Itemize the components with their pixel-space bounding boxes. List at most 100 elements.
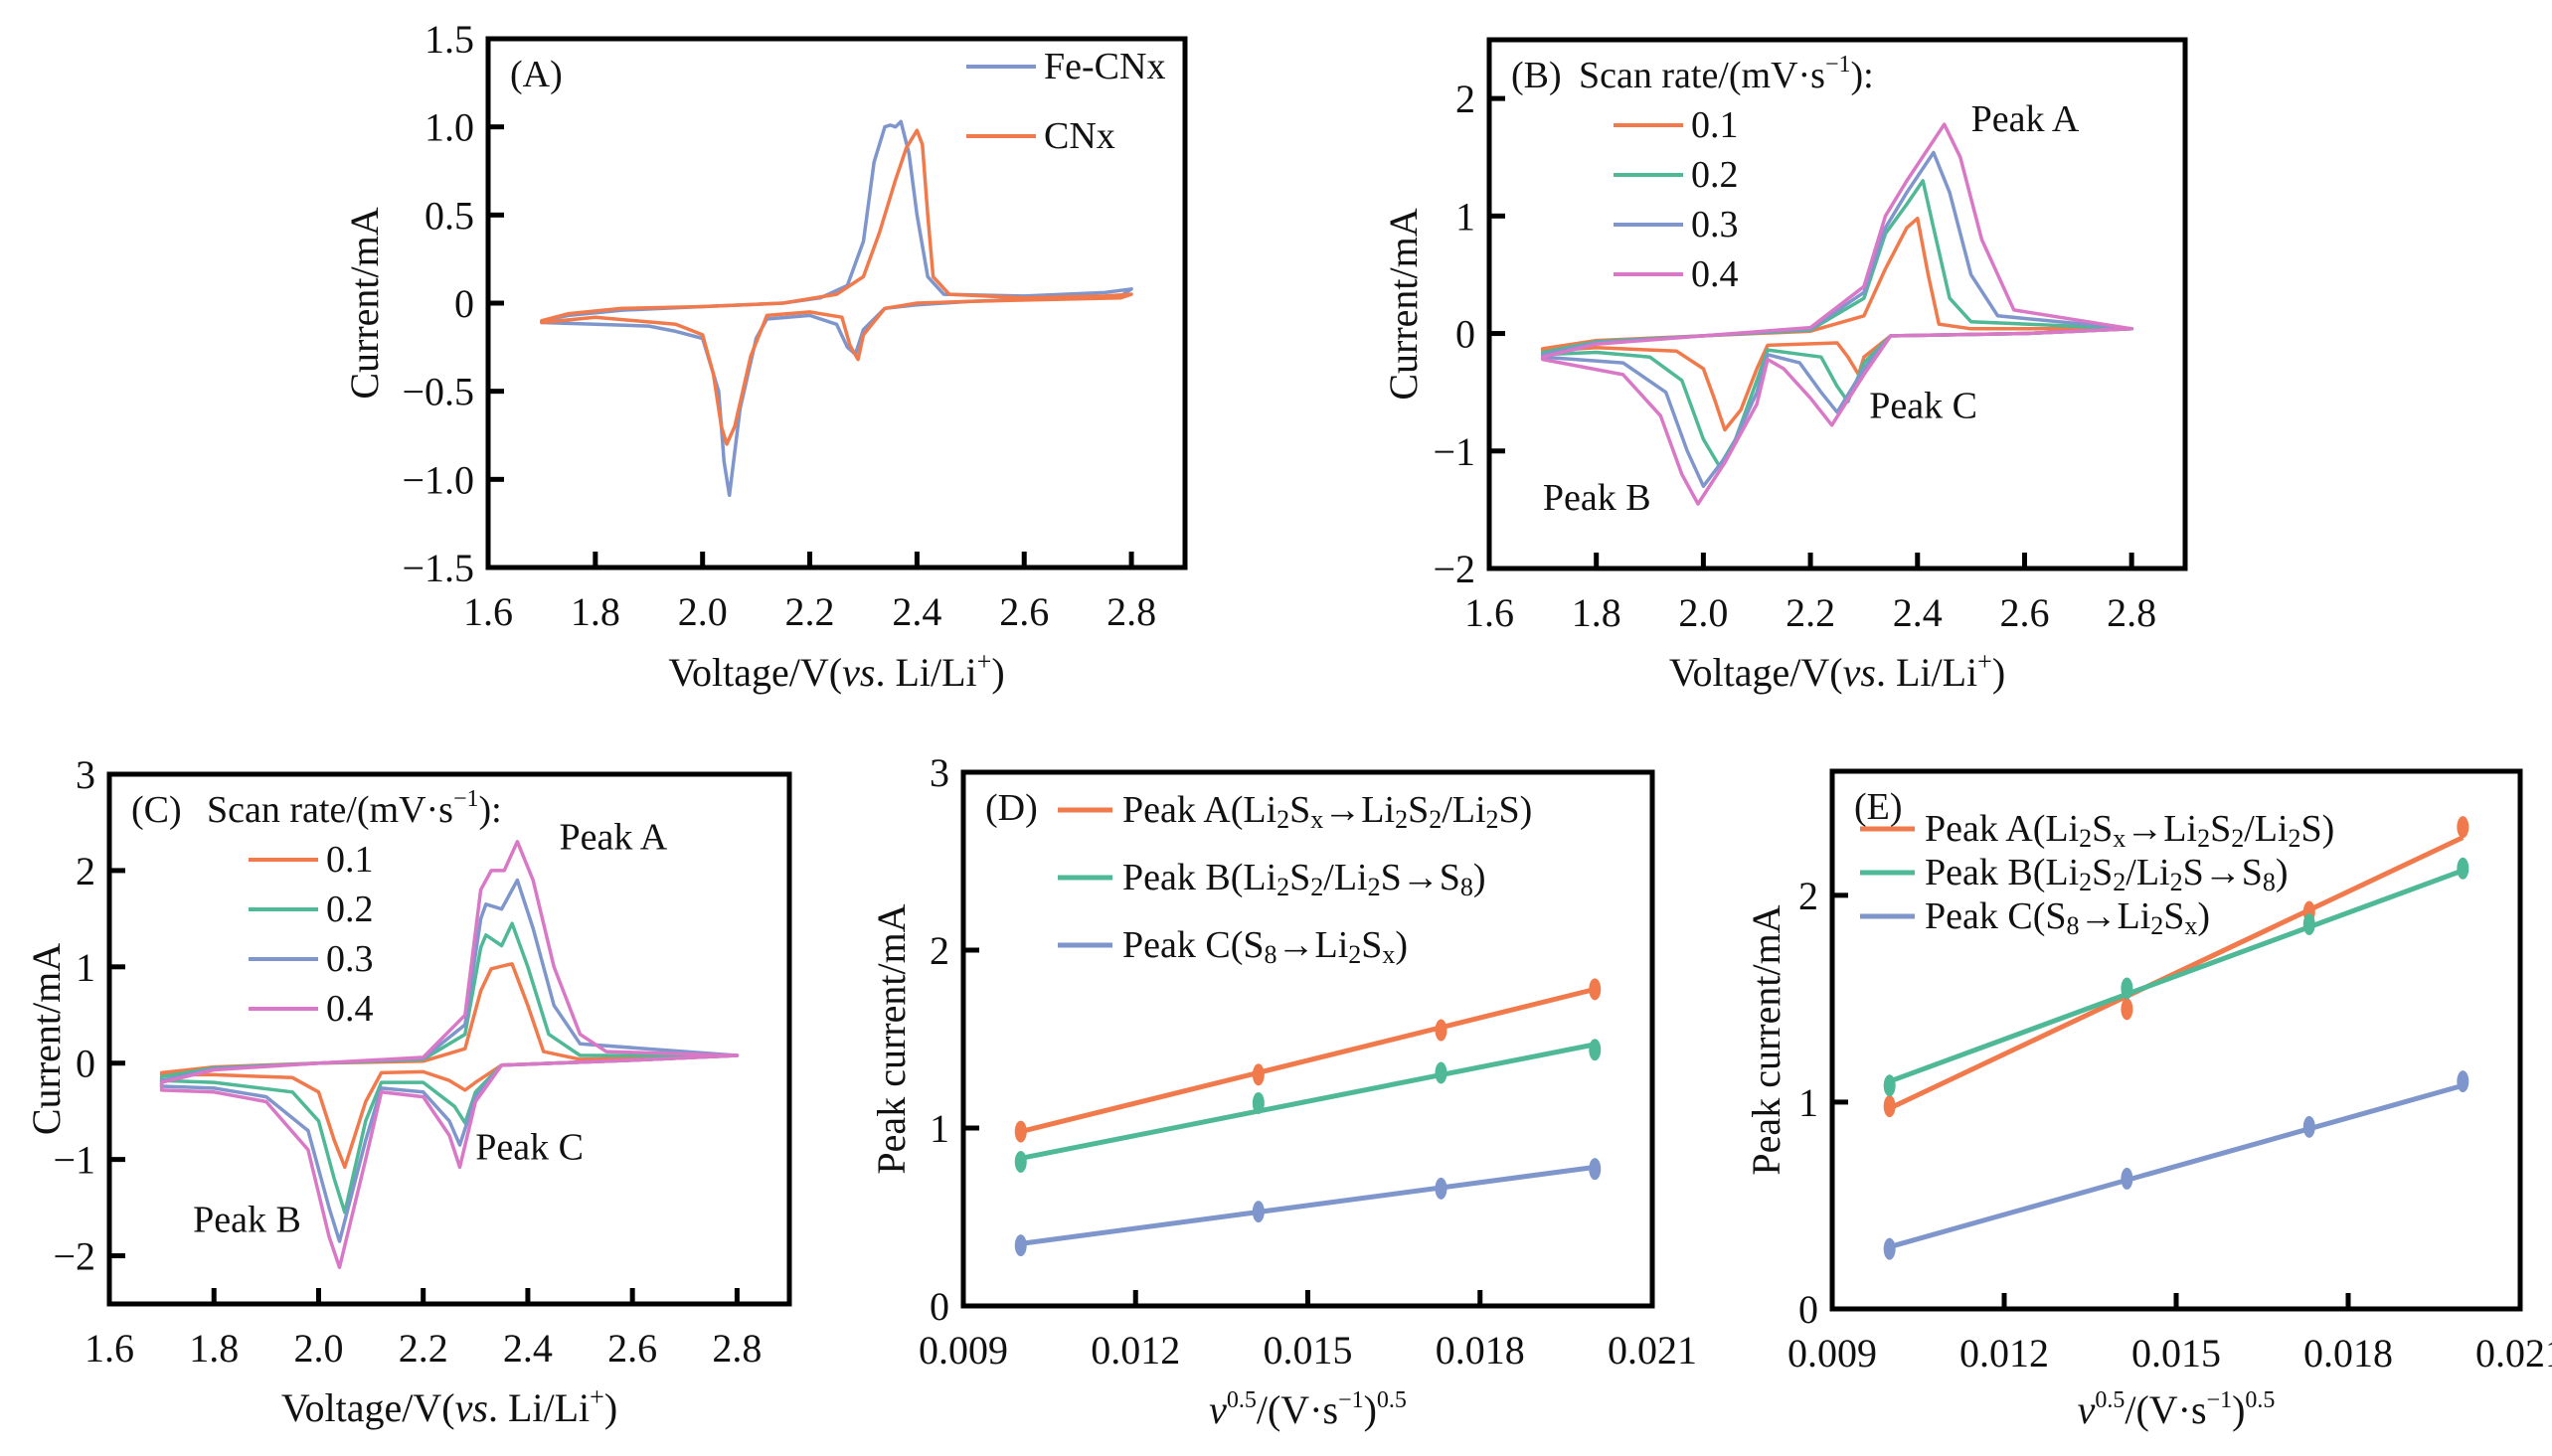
legend-title: Scan rate/(mV·s−1):: [207, 786, 502, 831]
y-tick-label: 1: [1798, 1080, 1818, 1125]
x-tick-label: 2.4: [1893, 590, 1943, 635]
data-point: [2457, 1070, 2469, 1093]
x-tick-label: 0.012: [1959, 1331, 2049, 1375]
legend-label: Peak C(S8→Li2Sx): [1925, 895, 2210, 940]
x-tick-label: 2.8: [2107, 590, 2156, 635]
fit-line-peak-c: [1020, 1164, 1596, 1246]
x-tick-label: 2.0: [1678, 590, 1728, 635]
data-point: [1435, 1019, 1447, 1042]
data-point: [1435, 1177, 1447, 1200]
panel-e: 0.009 0.012 0.015 0.018 0.021 2 1 0 Peak current…: [1744, 768, 2552, 1432]
legend-label: Fe-CNx: [1044, 46, 1165, 87]
legend-title: Scan rate/(mV·s−1):: [1579, 52, 1874, 96]
y-tick-label: 2: [76, 849, 95, 893]
x-tick-label: 0.018: [2303, 1331, 2393, 1375]
panel-label: (B): [1511, 55, 1562, 96]
plot-frame: [960, 769, 1655, 1309]
annotation-peak-c: Peak C: [1869, 386, 1977, 427]
data-point: [1589, 1158, 1602, 1181]
panel-a: 1.6 1.8 2.0 2.2 2.4 2.6 2.8 1.5 1.0 0.5 0 −0.5 −1.0 −…: [342, 17, 1188, 695]
data-point: [2457, 857, 2469, 880]
x-tick-label: 2.2: [399, 1326, 448, 1371]
data-point: [1252, 1091, 1265, 1114]
y-tick-label: −2: [53, 1234, 95, 1279]
data-point: [2121, 1167, 2133, 1190]
legend-label: 0.1: [326, 839, 374, 881]
y-axis-title: Current/mA: [1381, 208, 1426, 400]
legend-label: 0.2: [326, 889, 374, 930]
x-axis-title: Voltage/V(vs. Li/Li+): [668, 647, 1004, 695]
cv-curve-cnx: [540, 128, 1133, 446]
x-tick-label: 0.009: [1787, 1331, 1877, 1375]
x-tick-label: 0.021: [1608, 1328, 1697, 1373]
x-tick-label: 0.015: [2131, 1331, 2221, 1375]
fit-line-peak-b: [1020, 1042, 1596, 1161]
fit-line-peak-b: [1888, 868, 2465, 1084]
x-axis-title: Voltage/V(vs. Li/Li+): [1669, 647, 2005, 695]
y-tick-label: 1: [76, 945, 95, 990]
legend-label: Peak B(Li2S2/Li2S→S8): [1925, 852, 2289, 896]
legend-label: 0.3: [326, 938, 374, 980]
annotation-peak-c: Peak C: [475, 1127, 584, 1169]
x-tick-label: 0.021: [2475, 1331, 2552, 1375]
cv-curve-0-4: [159, 840, 740, 1269]
cv-curve-0-2: [1541, 179, 2133, 468]
x-tick-label: 0.015: [1264, 1328, 1353, 1373]
x-tick-label: 0.009: [919, 1328, 1008, 1373]
y-axis-title: Peak current/mA: [1744, 904, 1788, 1175]
legend-label: 0.3: [1691, 204, 1739, 245]
x-tick-label: 1.6: [85, 1326, 134, 1371]
data-point: [1883, 1095, 1896, 1118]
data-point: [1252, 1201, 1265, 1223]
panel-d: 0.009 0.012 0.015 0.018 0.021 3 2 1 0 Peak curren…: [869, 750, 1697, 1432]
y-tick-label: 1: [930, 1106, 949, 1151]
x-tick-label: 0.012: [1091, 1328, 1180, 1373]
data-point: [2302, 1115, 2315, 1138]
y-tick-label: 0: [1455, 312, 1475, 357]
y-tick-label: −1: [1433, 429, 1475, 474]
panel-c: 1.6 1.8 2.0 2.2 2.4 2.6 2.8 3 2 1 0 −1 −2 Current/mA V…: [24, 752, 792, 1430]
x-tick-label: 1.8: [1572, 590, 1621, 635]
plot-frame: [1486, 37, 2188, 571]
data-point: [1252, 1063, 1265, 1086]
data-point: [1883, 1237, 1896, 1260]
panel-label: (D): [985, 787, 1038, 829]
y-axis-title: Peak current/mA: [869, 903, 914, 1174]
x-tick-label: 2.0: [678, 589, 728, 634]
legend-label: 0.4: [1691, 253, 1739, 295]
legend-label: Peak C(S8→Li2Sx): [1122, 924, 1408, 969]
x-tick-label: 1.6: [463, 589, 513, 634]
y-tick-label: 1.0: [425, 105, 474, 150]
data-point: [1014, 1120, 1027, 1143]
legend-label: Peak A(Li2Sx→Li2S2/Li2S): [1122, 789, 1532, 834]
y-tick-label: 0.5: [425, 193, 474, 238]
data-point: [2121, 977, 2133, 1000]
x-tick-label: 2.2: [785, 589, 835, 634]
y-tick-label: 3: [930, 750, 949, 795]
y-tick-label: −1.0: [402, 457, 474, 502]
x-tick-label: 2.6: [999, 589, 1049, 634]
y-tick-label: 1.5: [425, 17, 474, 62]
data-point: [1883, 1074, 1896, 1097]
panel-label: (E): [1854, 786, 1903, 828]
legend-label: 0.2: [1691, 154, 1739, 196]
x-tick-label: 1.6: [1464, 590, 1514, 635]
data-point: [2121, 998, 2133, 1021]
y-tick-label: 0: [76, 1042, 95, 1086]
legend-label: Peak A(Li2Sx→Li2S2/Li2S): [1925, 808, 2334, 853]
y-axis-title: Current/mA: [24, 943, 69, 1135]
data-point: [2457, 816, 2469, 839]
x-axis-title: v0.5/(V·s−1)0.5: [1209, 1387, 1407, 1432]
legend-label: 0.4: [326, 988, 374, 1030]
data-point: [2302, 912, 2315, 935]
cv-curve-0-3: [1541, 150, 2133, 488]
legend-label: 0.1: [1691, 104, 1739, 146]
x-axis-title: v0.5/(V·s−1)0.5: [2078, 1387, 2276, 1432]
annotation-peak-a: Peak A: [1971, 98, 2080, 140]
y-tick-label: 2: [930, 928, 949, 973]
data-point: [1589, 978, 1602, 1001]
y-tick-label: −2: [1433, 547, 1475, 591]
panel-label: (C): [131, 789, 182, 831]
y-tick-label: −0.5: [402, 370, 474, 414]
